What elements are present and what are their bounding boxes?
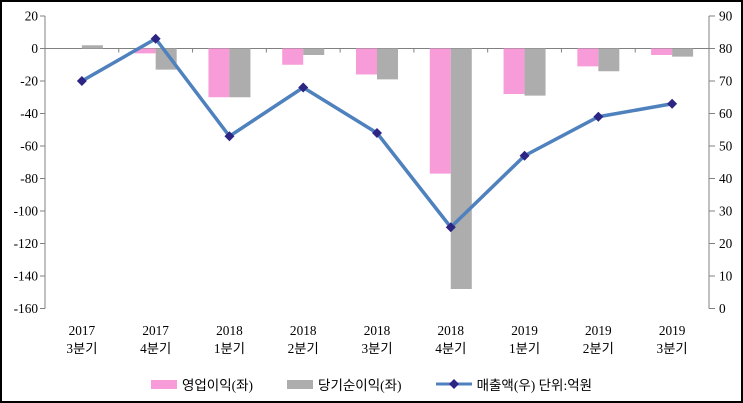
legend-item-operating-profit: 영업이익(좌) [150, 374, 254, 394]
right-axis-tick-label: 10 [719, 269, 733, 284]
x-label-year-4: 2018 [364, 323, 391, 338]
net-profit-swatch [287, 379, 314, 389]
x-label-quarter-3: 2분기 [288, 341, 319, 356]
right-axis-tick-label: 70 [719, 74, 733, 89]
bar-operating-profit-5 [429, 48, 451, 174]
bar-net-profit-7 [598, 48, 620, 72]
x-label-year-5: 2018 [437, 323, 464, 338]
x-label-year-8: 2019 [659, 323, 686, 338]
left-axis-tick-label: -20 [20, 74, 38, 89]
bar-operating-profit-2 [208, 48, 230, 98]
right-axis-tick-label: 30 [719, 204, 733, 219]
x-label-year-0: 2017 [69, 323, 96, 338]
left-axis-tick-label: 0 [31, 41, 38, 56]
revenue-marker-6 [519, 150, 530, 161]
legend-label-operating-profit: 영업이익(좌) [181, 378, 254, 393]
x-label-year-2: 2018 [216, 323, 243, 338]
x-label-quarter-7: 2분기 [583, 341, 614, 356]
right-axis-tick-label: 80 [719, 41, 733, 56]
bar-net-profit-8 [672, 48, 694, 57]
right-axis-tick-label: 40 [719, 171, 733, 186]
bar-net-profit-2 [229, 48, 251, 98]
bar-operating-profit-6 [503, 48, 525, 94]
revenue-marker-4 [372, 128, 382, 138]
x-label-quarter-6: 1분기 [509, 341, 540, 356]
revenue-marker-5 [445, 222, 456, 233]
revenue-marker-3 [298, 82, 309, 93]
bar-operating-profit-3 [282, 48, 304, 65]
x-label-quarter-0: 3분기 [66, 341, 97, 356]
left-axis-tick-label: -140 [14, 269, 39, 284]
x-label-year-1: 2017 [142, 323, 169, 338]
x-label-quarter-1: 4분기 [140, 341, 171, 356]
bar-net-profit-0 [81, 45, 103, 49]
revenue-marker-8 [667, 98, 678, 109]
left-axis-tick-label: -120 [14, 236, 39, 251]
x-label-quarter-5: 4분기 [435, 341, 466, 356]
bar-operating-profit-4 [356, 48, 377, 75]
legend-item-revenue: 매출액(우) 단위:억원 [435, 374, 593, 394]
bar-net-profit-1 [155, 48, 177, 70]
left-axis-tick-label: 20 [25, 9, 39, 24]
operating-profit-swatch [150, 379, 177, 389]
legend-label-net-profit: 당기순이익(좌) [318, 378, 402, 393]
bar-net-profit-5 [450, 48, 472, 289]
legend-item-net-profit: 당기순이익(좌) [287, 374, 402, 394]
x-label-year-6: 2019 [511, 323, 538, 338]
revenue-marker-0 [76, 76, 87, 86]
bar-operating-profit-7 [577, 48, 599, 67]
bar-net-profit-3 [303, 48, 325, 55]
left-axis-tick-label: -40 [20, 106, 38, 121]
x-label-quarter-2: 1분기 [214, 341, 245, 356]
left-axis-tick-label: -60 [20, 139, 38, 154]
revenue-marker-7 [593, 111, 604, 122]
bar-operating-profit-1 [134, 48, 156, 54]
right-axis-tick-label: 50 [719, 139, 733, 154]
legend: 영업이익(좌) 당기순이익(좌) 매출액(우) 단위:억원 [2, 373, 741, 395]
bar-net-profit-4 [377, 48, 398, 80]
right-axis-tick-label: 60 [719, 106, 733, 121]
right-axis-tick-label: 90 [719, 9, 733, 24]
left-axis-tick-label: -100 [14, 204, 39, 219]
left-axis-tick-label: -80 [20, 171, 38, 186]
x-label-year-3: 2018 [290, 323, 317, 338]
revenue-marker-1 [150, 33, 161, 44]
right-axis-tick-label: 20 [719, 236, 733, 251]
x-label-year-7: 2019 [585, 323, 612, 338]
bar-net-profit-6 [524, 48, 546, 96]
left-axis-tick-label: -160 [14, 301, 39, 316]
legend-label-revenue: 매출액(우) 단위:억원 [476, 378, 593, 393]
x-label-quarter-4: 3분기 [361, 341, 392, 356]
revenue-marker-2 [224, 131, 235, 142]
x-label-quarter-8: 3분기 [657, 341, 688, 356]
bar-operating-profit-8 [651, 48, 673, 55]
right-axis-tick-label: 0 [719, 301, 726, 316]
revenue-line-diamond-icon [435, 379, 472, 389]
